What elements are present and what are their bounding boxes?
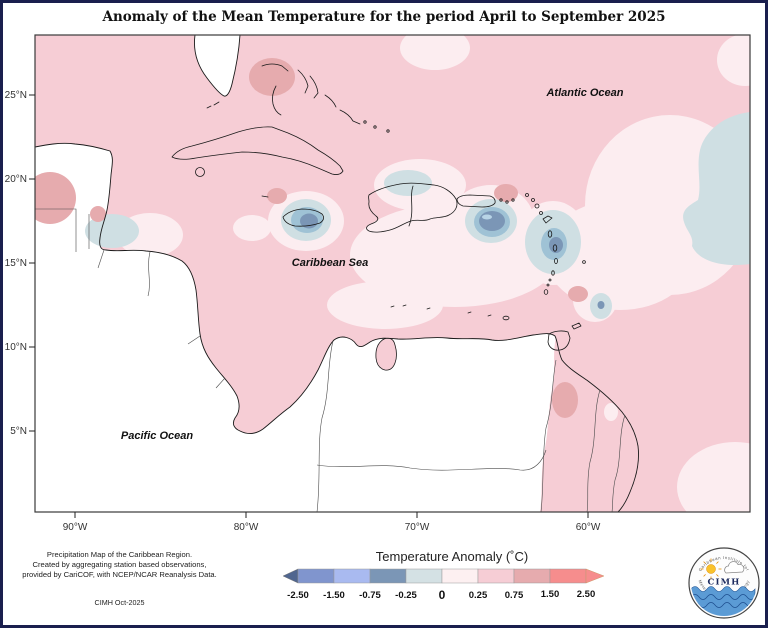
cimh-logo-svg: Caribbean Institute for Meteorology and … [688, 547, 760, 619]
cimh-date-stamp: CIMH Oct-2025 [94, 598, 145, 607]
legend-tick-7: 1.50 [541, 589, 560, 600]
islands [171, 63, 586, 351]
land-overlay-shading [35, 172, 139, 248]
colorbar-seg-1 [297, 568, 335, 584]
lake-maracaibo [375, 337, 397, 371]
longitude-axis: 90°W 80°W 70°W 60°W [63, 512, 601, 533]
lon-tick-90w: 90°W [63, 522, 88, 533]
legend-tick-3: -0.25 [395, 590, 417, 601]
caribbean-sea-label: Caribbean Sea [292, 257, 368, 269]
credit-line-1: Precipitation Map of the Caribbean Regio… [46, 550, 193, 559]
map-shading [35, 35, 750, 512]
colorbar-right-arrow [585, 568, 605, 584]
logo-waves-icon [691, 586, 756, 616]
page-title: Anomaly of the Mean Temperature for the … [102, 9, 666, 25]
credit-text: Precipitation Map of the Caribbean Regio… [22, 550, 217, 580]
lon-tick-80w: 80°W [234, 522, 259, 533]
latitude-axis: 25°N 20°N 15°N 10°N 5°N [5, 90, 35, 437]
lon-tick-70w: 70°W [405, 522, 430, 533]
legend-tick-5: 0.25 [469, 590, 488, 601]
atlantic-ocean-label: Atlantic Ocean [545, 87, 623, 99]
ocean-labels: Atlantic Ocean Caribbean Sea Pacific Oce… [121, 87, 624, 442]
colorbar-seg-2 [333, 568, 371, 584]
cimh-logo: Caribbean Institute for Meteorology and … [684, 543, 764, 628]
colorbar: -2.50 -1.50 -0.75 -0.25 0 0.25 0.75 1.50… [282, 568, 605, 602]
legend-tick-0: -2.50 [287, 590, 309, 601]
legend-tick-4: 0 [439, 588, 446, 602]
lat-tick-25n: 25°N [5, 90, 27, 101]
colorbar-seg-7 [513, 568, 551, 584]
logo-cloud-icon [724, 561, 745, 574]
credit-line-3: provided by CariCOF, with NCEP/NCAR Rean… [22, 570, 217, 579]
colorbar-legend: Temperature Anomaly (˚C) -2.50 -1.50 -0.… [282, 549, 622, 608]
colorbar-seg-8 [549, 568, 587, 584]
colorbar-seg-4 [405, 568, 443, 584]
lat-tick-15n: 15°N [5, 258, 27, 269]
logo-sun-icon [700, 558, 722, 580]
legend-tick-2: -0.75 [359, 590, 381, 601]
legend-tick-8: 2.50 [577, 589, 596, 600]
lat-tick-10n: 10°N [5, 342, 27, 353]
map-frame [34, 34, 751, 513]
legend-tick-1: -1.50 [323, 590, 345, 601]
pacific-ocean-label: Pacific Ocean [121, 430, 193, 442]
logo-acronym: CIMH [708, 578, 741, 588]
colorbar-seg-6 [477, 568, 515, 584]
legend-title: Temperature Anomaly (˚C) [375, 549, 529, 564]
guianas-shaded-region [540, 337, 639, 512]
credit-line-2: Created by aggregating station based obs… [32, 560, 207, 569]
legend-tick-6: 0.75 [505, 590, 524, 601]
lon-tick-60w: 60°W [576, 522, 601, 533]
landmass-americas [35, 143, 639, 512]
country-borders [35, 208, 626, 512]
colorbar-seg-5 [441, 568, 479, 584]
lat-tick-20n: 20°N [5, 174, 27, 185]
coastline [35, 142, 639, 512]
lat-tick-5n: 5°N [10, 426, 27, 437]
anomaly-zone-slate-blue [300, 211, 605, 309]
florida [194, 35, 241, 97]
colorbar-left-arrow [282, 568, 299, 584]
colorbar-seg-3 [369, 568, 407, 584]
